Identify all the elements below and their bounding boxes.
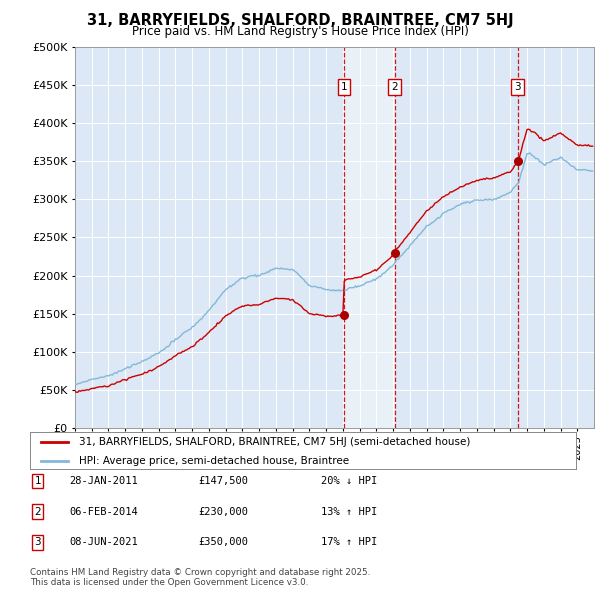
Text: 1: 1 [341, 82, 347, 92]
Text: 2: 2 [34, 507, 41, 516]
Text: 17% ↑ HPI: 17% ↑ HPI [321, 537, 377, 547]
Text: 08-JUN-2021: 08-JUN-2021 [69, 537, 138, 547]
Text: 13% ↑ HPI: 13% ↑ HPI [321, 507, 377, 516]
Text: 20% ↓ HPI: 20% ↓ HPI [321, 476, 377, 486]
Text: 06-FEB-2014: 06-FEB-2014 [69, 507, 138, 516]
Text: 28-JAN-2011: 28-JAN-2011 [69, 476, 138, 486]
Text: Price paid vs. HM Land Registry's House Price Index (HPI): Price paid vs. HM Land Registry's House … [131, 25, 469, 38]
Text: HPI: Average price, semi-detached house, Braintree: HPI: Average price, semi-detached house,… [79, 456, 349, 466]
Text: Contains HM Land Registry data © Crown copyright and database right 2025.
This d: Contains HM Land Registry data © Crown c… [30, 568, 370, 587]
Text: 31, BARRYFIELDS, SHALFORD, BRAINTREE, CM7 5HJ: 31, BARRYFIELDS, SHALFORD, BRAINTREE, CM… [86, 13, 514, 28]
Text: 31, BARRYFIELDS, SHALFORD, BRAINTREE, CM7 5HJ (semi-detached house): 31, BARRYFIELDS, SHALFORD, BRAINTREE, CM… [79, 437, 470, 447]
Text: 3: 3 [34, 537, 41, 547]
Text: £147,500: £147,500 [198, 476, 248, 486]
Text: £230,000: £230,000 [198, 507, 248, 516]
Text: 3: 3 [514, 82, 521, 92]
Text: £350,000: £350,000 [198, 537, 248, 547]
Text: 2: 2 [391, 82, 398, 92]
Bar [344, 47, 395, 428]
Text: 1: 1 [34, 476, 41, 486]
